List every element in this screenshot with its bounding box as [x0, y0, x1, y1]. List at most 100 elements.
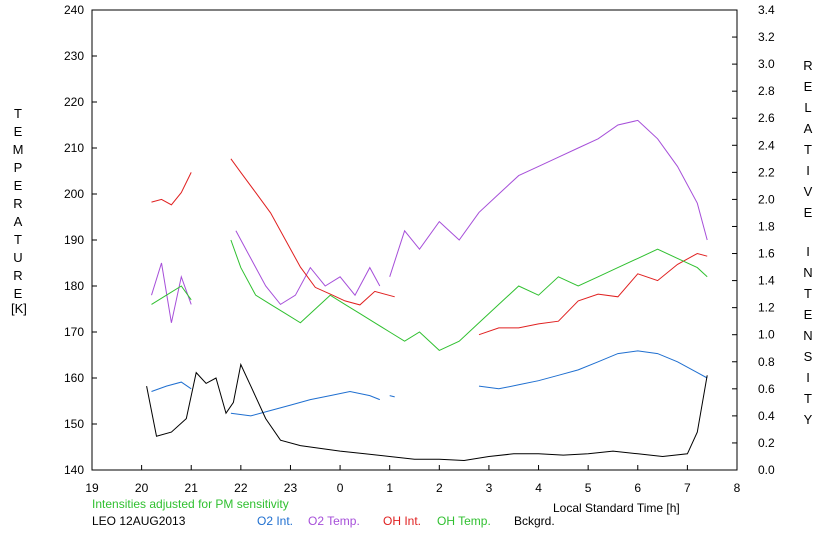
series-line [478, 252, 708, 336]
left-tick-label: 240 [64, 3, 84, 17]
right-tick-label: 1.2 [758, 301, 775, 315]
right-axis-letter: T [804, 286, 812, 301]
left-axis-letter: T [14, 106, 22, 121]
right-tick-label: 0.6 [758, 382, 775, 396]
x-tick-label: 0 [337, 481, 344, 495]
series-line [151, 262, 192, 323]
left-axis: 140 150 160 170 180 190 200 210 220 230 240 [64, 3, 97, 477]
right-axis-letter: N [803, 328, 812, 343]
left-axis-letter: E [14, 124, 23, 139]
legend-o2-temp: O2 Temp. [308, 514, 360, 528]
left-tick-label: 160 [64, 371, 84, 385]
left-axis-letter: R [13, 196, 22, 211]
right-tick-label: 0.0 [758, 463, 775, 477]
right-tick-label: 2.6 [758, 111, 775, 125]
right-axis-letter: Y [804, 412, 813, 427]
series-line [146, 362, 708, 462]
right-tick-label: 3.0 [758, 57, 775, 71]
legend-oh-int: OH Int. [383, 514, 421, 528]
left-tick-label: 140 [64, 463, 84, 477]
right-axis-letter: E [804, 205, 813, 220]
right-tick-label: 2.4 [758, 138, 775, 152]
right-tick-label: 0.4 [758, 409, 775, 423]
right-tick-label: 1.6 [758, 247, 775, 261]
left-tick-label: 200 [64, 187, 84, 201]
series-line [230, 239, 708, 351]
series-layer [146, 119, 708, 462]
x-axis-title: Local Standard Time [h] [553, 501, 680, 515]
x-tick-label: 8 [734, 481, 741, 495]
series-line [151, 172, 192, 206]
series-o2-temp [151, 119, 708, 323]
series-line [389, 119, 708, 277]
right-tick-label: 3.2 [758, 30, 775, 44]
left-axis-letter: R [13, 268, 22, 283]
left-tick-label: 170 [64, 325, 84, 339]
x-tick-label: 22 [234, 481, 248, 495]
right-tick-label: 0.8 [758, 355, 775, 369]
legend-background: Bckgrd. [514, 514, 555, 528]
series-oh-temp [151, 239, 708, 351]
legend: O2 Int. O2 Temp. OH Int. OH Temp. Bckgrd… [257, 514, 555, 528]
right-tick-label: 0.2 [758, 436, 775, 450]
left-tick-label: 230 [64, 49, 84, 63]
left-axis-letter: A [14, 214, 23, 229]
right-axis-letter: S [804, 349, 813, 364]
left-tick-label: 150 [64, 417, 84, 431]
right-axis-letter: I [806, 244, 810, 259]
x-tick-label: 6 [634, 481, 641, 495]
plot-frame [91, 9, 738, 471]
right-axis: 0.0 0.2 0.4 0.6 0.8 1.0 1.2 1.4 1.6 1.8 2.0 2.2 2.4 2… [732, 3, 775, 477]
right-tick-label: 2.0 [758, 192, 775, 206]
series-line [151, 285, 192, 305]
right-axis-letter: T [804, 142, 812, 157]
left-axis-letter: M [13, 142, 24, 157]
right-tick-label: 3.4 [758, 3, 775, 17]
legend-o2-int: O2 Int. [257, 514, 293, 528]
series-line [151, 381, 192, 392]
left-axis-letter: U [13, 250, 22, 265]
right-axis-letter: I [806, 163, 810, 178]
left-axis-letter: E [14, 178, 23, 193]
series-line [230, 390, 380, 417]
left-axis-letter: T [14, 232, 22, 247]
right-tick-label: 2.8 [758, 84, 775, 98]
x-tick-label: 21 [185, 481, 199, 495]
series-o2-int [151, 350, 708, 417]
right-axis-letter: E [804, 79, 813, 94]
left-axis-letter: E [14, 286, 23, 301]
right-tick-label: 1.0 [758, 328, 775, 342]
left-tick-label: 220 [64, 95, 84, 109]
right-axis-letter: I [806, 370, 810, 385]
series-bckgrd [146, 362, 708, 462]
left-tick-label: 190 [64, 233, 84, 247]
right-axis-letter: L [804, 100, 811, 115]
right-tick-label: 2.2 [758, 165, 775, 179]
right-axis-letter: N [803, 265, 812, 280]
right-axis-letter: V [804, 184, 813, 199]
x-tick-label: 23 [284, 481, 298, 495]
series-line [235, 230, 381, 306]
x-tick-label: 7 [684, 481, 691, 495]
right-axis-letter: A [804, 121, 813, 136]
left-tick-label: 180 [64, 279, 84, 293]
left-axis-letter: P [14, 160, 23, 175]
sensitivity-note: Intensities adjusted for PM sensitivity [92, 497, 289, 511]
series-line [389, 395, 395, 398]
left-tick-label: 210 [64, 141, 84, 155]
x-tick-label: 1 [386, 481, 393, 495]
series-oh-int [151, 158, 708, 336]
right-axis-letter: R [803, 58, 812, 73]
right-axis-letter: E [804, 307, 813, 322]
right-tick-label: 1.8 [758, 219, 775, 233]
right-axis-letter: T [804, 391, 812, 406]
left-axis-unit: [K] [11, 301, 27, 316]
x-tick-label: 20 [135, 481, 149, 495]
x-tick-label: 19 [85, 481, 99, 495]
station-date: LEO 12AUG2013 [92, 514, 186, 528]
right-tick-label: 1.4 [758, 274, 775, 288]
x-axis: 19 20 21 22 23 0 1 2 3 4 5 6 7 8 [85, 465, 741, 495]
